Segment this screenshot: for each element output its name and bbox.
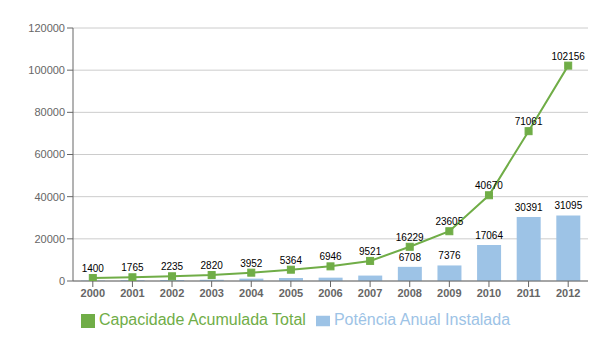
svg-text:3952: 3952 [240,258,263,269]
svg-text:2008: 2008 [397,287,421,299]
svg-text:16229: 16229 [396,232,424,243]
svg-text:31095: 31095 [554,200,582,211]
svg-text:2009: 2009 [437,287,461,299]
svg-text:2005: 2005 [279,287,303,299]
svg-text:23605: 23605 [435,216,463,227]
svg-text:80000: 80000 [34,106,65,118]
svg-text:71061: 71061 [515,116,543,127]
svg-text:7376: 7376 [438,250,461,261]
html-text:Potência Anual Instalada: Potência Anual Instalada [333,311,510,328]
svg-text:120000: 120000 [28,22,65,34]
svg-text:6708: 6708 [399,252,422,263]
svg-text:102156: 102156 [552,51,586,62]
svg-text:2012: 2012 [556,287,580,299]
svg-text:2003: 2003 [199,287,223,299]
svg-text:2010: 2010 [477,287,501,299]
svg-text:40670: 40670 [475,180,503,191]
svg-text:2006: 2006 [318,287,342,299]
svg-text:20000: 20000 [34,233,65,245]
svg-text:2001: 2001 [120,287,144,299]
svg-text:2004: 2004 [239,287,264,299]
svg-text:17064: 17064 [475,230,503,241]
svg-text:2235: 2235 [161,261,184,272]
svg-text:100000: 100000 [28,64,65,76]
svg-text:1400: 1400 [82,263,105,274]
svg-text:60000: 60000 [34,148,65,160]
svg-text:6946: 6946 [319,251,342,262]
html-text:Capacidade Acumulada Total: Capacidade Acumulada Total [98,311,306,328]
svg-text:40000: 40000 [34,191,65,203]
svg-text:1765: 1765 [121,262,144,273]
svg-text:2000: 2000 [81,287,105,299]
svg-text:2011: 2011 [517,287,541,299]
svg-text:5364: 5364 [280,255,303,266]
svg-text:30391: 30391 [515,202,543,213]
svg-text:9521: 9521 [359,246,382,257]
svg-text:0: 0 [59,275,65,287]
svg-text:2820: 2820 [201,260,224,271]
svg-text:2002: 2002 [160,287,184,299]
svg-text:2007: 2007 [358,287,382,299]
